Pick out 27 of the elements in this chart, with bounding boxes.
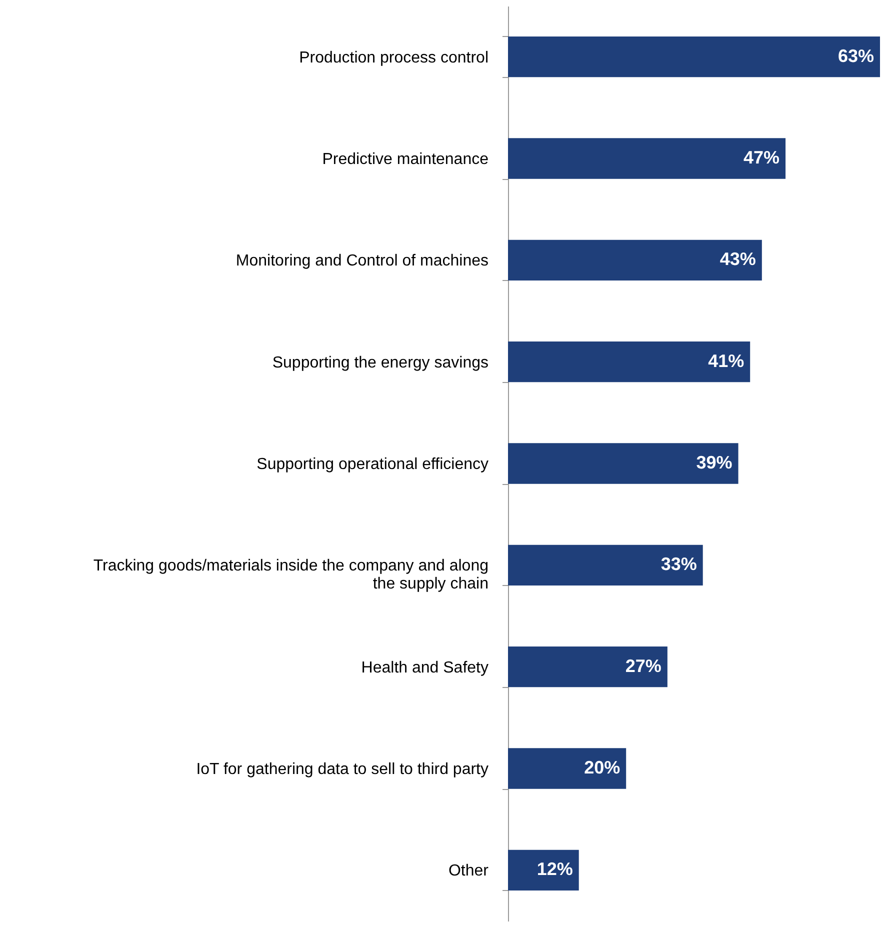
y-tick-label: Supporting operational efficiency	[256, 456, 488, 473]
y-tick-label: Other	[448, 862, 490, 880]
data-label: 27%	[625, 656, 662, 676]
y-tick-label: Health and Safety	[361, 659, 488, 676]
data-label: 47%	[743, 148, 780, 168]
y-tick-label: Tracking goods/materials inside the company and along the supply chain	[93, 558, 488, 593]
data-label: 20%	[584, 758, 620, 778]
data-label: 63%	[838, 46, 874, 66]
y-tick-label: Monitoring and Control of machines	[236, 252, 488, 270]
bar	[508, 748, 626, 789]
data-label: 33%	[660, 554, 697, 574]
y-tick-label: IoT for gathering data to sell to third party	[196, 761, 488, 778]
bar	[508, 36, 880, 78]
bar	[508, 240, 762, 280]
bar	[508, 443, 738, 484]
bar	[508, 342, 750, 382]
y-tick-label: Predictive maintenance	[322, 151, 489, 168]
bar	[508, 544, 703, 586]
data-label: 39%	[696, 452, 732, 472]
y-tick-label: Production process control	[299, 49, 488, 66]
y-tick-label: Supporting the energy savings	[272, 354, 488, 372]
bar	[508, 646, 668, 688]
data-label: 43%	[720, 249, 756, 270]
bar	[508, 850, 579, 890]
bar	[508, 138, 786, 179]
data-label: 41%	[708, 350, 744, 371]
data-label: 12%	[536, 859, 573, 880]
